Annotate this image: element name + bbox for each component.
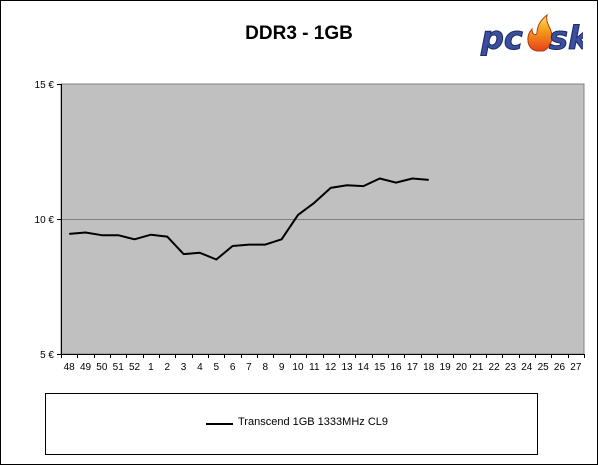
x-tick-label: 1 bbox=[148, 362, 154, 373]
svg-text:pc: pc bbox=[480, 19, 523, 57]
x-tick-label: 23 bbox=[505, 362, 517, 373]
x-tick-label: 4 bbox=[197, 362, 203, 373]
x-tick-label: 11 bbox=[309, 362, 320, 373]
x-tick-label: 5 bbox=[213, 362, 219, 373]
line-chart: 15 €10 €5 €48 49 50 51 52 1 2 3 4 5 6 7 8 9 10 11 12 13 14… bbox=[35, 80, 585, 373]
svg-text:sk: sk bbox=[549, 19, 583, 57]
x-tick-label: 19 bbox=[440, 362, 452, 373]
x-tick-label: 25 bbox=[538, 362, 550, 373]
x-tick-label: 21 bbox=[472, 362, 484, 373]
x-tick-label: 7 bbox=[246, 362, 252, 373]
x-tick-label: 16 bbox=[390, 362, 402, 373]
x-tick-label: 6 bbox=[230, 362, 236, 373]
x-tick-label: 48 bbox=[64, 362, 76, 373]
x-tick-label: 22 bbox=[489, 362, 501, 373]
y-tick-label: 10 € bbox=[35, 215, 55, 226]
x-tick-label: 20 bbox=[456, 362, 468, 373]
x-tick-label: 14 bbox=[358, 362, 370, 373]
chart-title: DDR3 - 1GB bbox=[245, 23, 353, 44]
y-tick-label: 15 € bbox=[35, 80, 55, 91]
x-tick-label: 52 bbox=[129, 362, 141, 373]
legend: Transcend 1GB 1333MHz CL9 bbox=[45, 393, 538, 455]
x-tick-label: 13 bbox=[341, 362, 353, 373]
x-tick-label: 3 bbox=[181, 362, 187, 373]
x-tick-label: 12 bbox=[325, 362, 337, 373]
x-tick-label: 24 bbox=[521, 362, 533, 373]
legend-label: Transcend 1GB 1333MHz CL9 bbox=[238, 416, 388, 428]
x-tick-label: 49 bbox=[80, 362, 92, 373]
x-tick-label: 15 bbox=[374, 362, 386, 373]
x-tick-label: 10 bbox=[292, 362, 304, 373]
series-line bbox=[69, 177, 429, 261]
x-tick-label: 26 bbox=[554, 362, 566, 373]
x-tick-label: 18 bbox=[423, 362, 435, 373]
x-tick-label: 9 bbox=[279, 362, 285, 373]
x-tick-label: 8 bbox=[263, 362, 269, 373]
y-tick-label: 5 € bbox=[40, 350, 54, 361]
x-tick-label: 2 bbox=[164, 362, 170, 373]
legend-swatch bbox=[206, 423, 233, 425]
x-tick-label: 27 bbox=[570, 362, 582, 373]
pcesk-logo: pc sk bbox=[480, 13, 583, 58]
x-tick-label: 51 bbox=[113, 362, 125, 373]
x-tick-label: 17 bbox=[407, 362, 419, 373]
x-tick-label: 50 bbox=[96, 362, 108, 373]
